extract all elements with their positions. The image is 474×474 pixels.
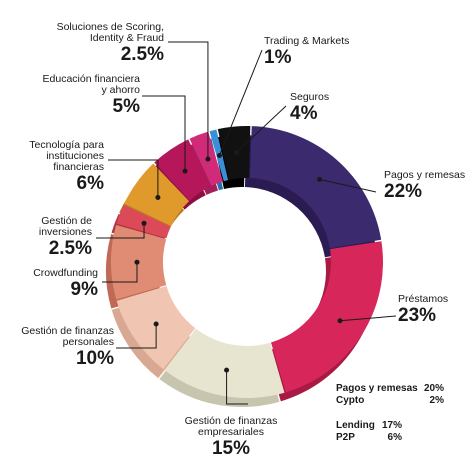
breakdown-item-pct: 17%	[381, 420, 402, 431]
leader-line	[339, 315, 397, 322]
label-trading: Trading & Markets 1%	[264, 35, 350, 69]
leader-dot	[182, 168, 188, 174]
label-scoring: Soluciones de Scoring, Identity & Fraud …	[36, 21, 164, 66]
label-pagos-name: Pagos y remesas	[384, 169, 466, 181]
leader-dot	[216, 153, 222, 159]
label-tecnologia-name-1: Tecnología para	[29, 139, 104, 151]
leader-dot	[155, 194, 161, 200]
breakdown-item-pct: 6%	[387, 431, 402, 443]
leader-line	[218, 49, 263, 156]
leader-line	[319, 178, 377, 193]
breakdown-item-name: P2P	[336, 431, 355, 443]
label-crowdfunding-pct: 9%	[70, 279, 98, 301]
breakdown-prestamos: Lending 17% P2P 6%	[336, 420, 402, 443]
label-inversiones: Gestión de inversiones 2.5%	[28, 215, 92, 260]
leader-dot	[153, 321, 159, 327]
leader-line	[236, 105, 287, 153]
leader-line	[108, 159, 159, 198]
label-scoring-name-1: Soluciones de Scoring,	[56, 21, 164, 33]
donut-slices	[111, 125, 383, 398]
label-personales-pct: 10%	[75, 348, 114, 370]
label-pagos-pct: 22%	[384, 181, 423, 203]
label-pagos: Pagos y remesas 22%	[384, 169, 466, 203]
leader-lines	[96, 41, 397, 405]
breakdown-row: Cypto 2%	[336, 395, 444, 407]
leader-dot	[134, 259, 140, 265]
label-trading-pct: 1%	[264, 47, 292, 69]
label-tecnologia-name-2: instituciones financieras	[46, 150, 104, 174]
label-empresariales-name-2: empresariales	[198, 426, 264, 439]
label-educacion: Educación financiera y ahorro 5%	[28, 73, 140, 118]
donut-slice	[124, 163, 190, 226]
label-empresariales-pct: 15%	[211, 438, 251, 460]
label-seguros-pct: 4%	[290, 103, 318, 125]
label-tecnologia-pct: 6%	[76, 173, 104, 195]
label-educacion-pct: 5%	[112, 96, 140, 118]
leader-line	[226, 370, 248, 405]
leader-line	[168, 41, 209, 160]
leader-dot	[317, 176, 323, 182]
breakdown-item-name: Pagos y remesas	[336, 383, 418, 394]
leader-line	[116, 323, 157, 349]
label-scoring-name-2: Identity & Fraud	[89, 32, 164, 45]
breakdown-item-pct: 2%	[429, 394, 444, 406]
leader-dot	[233, 150, 239, 156]
breakdown-row: Lending 17%	[336, 420, 402, 432]
breakdown-row: P2P 6%	[336, 432, 402, 444]
label-prestamos: Préstamos 23%	[398, 293, 449, 327]
donut-slice	[164, 328, 285, 398]
label-educacion-name-2: y ahorro	[101, 84, 140, 97]
label-tecnologia: Tecnología para instituciones financiera…	[0, 139, 104, 195]
leader-dot	[141, 220, 147, 226]
breakdown-item-name: Lending	[336, 420, 375, 431]
breakdown-row: Pagos y remesas 20%	[336, 383, 444, 395]
breakdown-item-pct: 20%	[423, 383, 444, 394]
label-inversiones-name-2: inversiones	[38, 226, 92, 239]
label-empresariales-name-1: Gestión de finanzas	[184, 415, 278, 427]
label-prestamos-name: Préstamos	[398, 293, 449, 305]
breakdown-item-name: Cypto	[336, 394, 365, 406]
label-seguros: Seguros 4%	[290, 91, 330, 125]
leader-line	[142, 95, 186, 172]
donut-slice	[270, 241, 383, 393]
label-scoring-pct: 2.5%	[120, 44, 164, 66]
label-trading-name: Trading & Markets	[264, 35, 350, 47]
label-inversiones-name-1: Gestión de	[41, 215, 92, 227]
label-prestamos-pct: 23%	[398, 305, 437, 327]
leader-line	[102, 262, 138, 283]
label-seguros-name: Seguros	[290, 91, 330, 103]
label-empresariales: Gestión de finanzas empresariales 15%	[166, 415, 296, 460]
breakdown-pagos: Pagos y remesas 20% Cypto 2%	[336, 383, 444, 406]
label-crowdfunding: Crowdfunding 9%	[22, 267, 98, 301]
leader-dot	[205, 156, 211, 162]
label-personales-name-1: Gestión de finanzas	[21, 325, 114, 337]
label-educacion-name-1: Educación financiera	[42, 73, 140, 85]
label-crowdfunding-name: Crowdfunding	[33, 267, 98, 279]
label-inversiones-pct: 2.5%	[48, 238, 92, 260]
donut-slice	[154, 139, 211, 201]
label-personales: Gestión de finanzas personales 10%	[10, 325, 114, 370]
leader-line	[96, 223, 145, 239]
donut-slice	[249, 126, 382, 249]
label-personales-name-2: personales	[62, 336, 114, 349]
leader-dot	[224, 367, 230, 373]
leader-dot	[337, 318, 343, 324]
